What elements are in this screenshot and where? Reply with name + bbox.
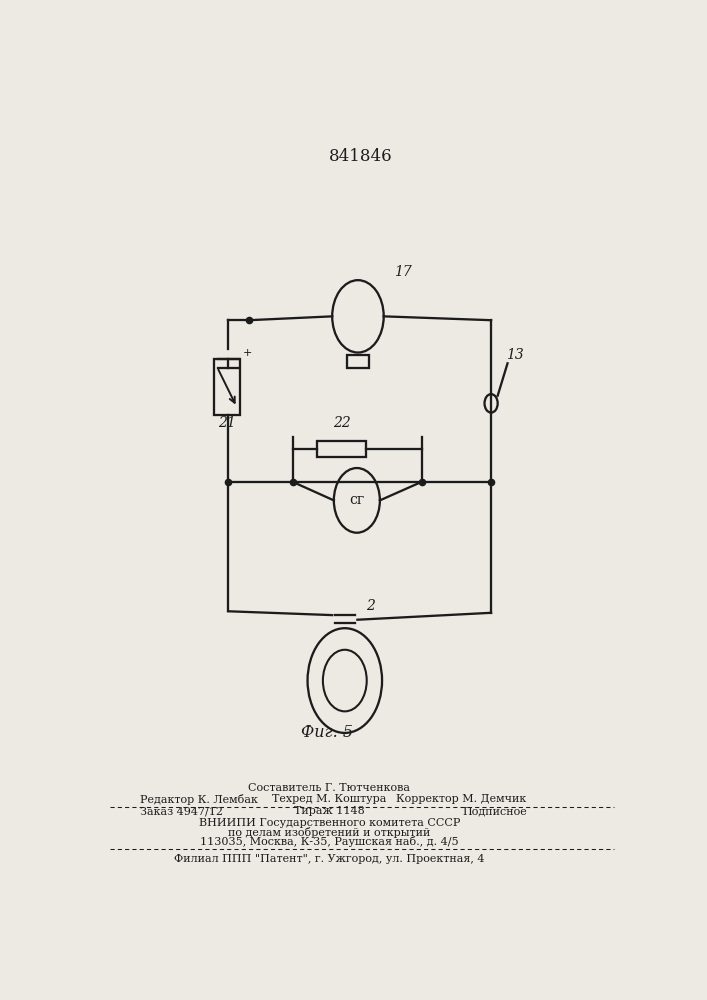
Text: Тираж 1148: Тираж 1148 [294, 806, 365, 816]
Text: Редактор К. Лембак: Редактор К. Лембак [141, 794, 258, 805]
Text: Филиал ППП "Патент", г. Ужгород, ул. Проектная, 4: Филиал ППП "Патент", г. Ужгород, ул. Про… [174, 854, 485, 864]
Bar [317, 441, 366, 457]
Bar [347, 355, 369, 368]
Text: Корректор М. Демчик: Корректор М. Демчик [397, 794, 527, 804]
Text: Составитель Г. Тютченкова: Составитель Г. Тютченкова [248, 783, 411, 793]
Text: 2: 2 [366, 599, 375, 613]
Text: по делам изобретений и открытий: по делам изобретений и открытий [228, 827, 431, 838]
Text: 22: 22 [332, 416, 351, 430]
Text: 17: 17 [394, 265, 411, 279]
Text: Техред М. Коштура: Техред М. Коштура [272, 794, 387, 804]
Text: +: + [243, 348, 252, 358]
Bar [214, 359, 240, 415]
Text: Подписное: Подписное [462, 806, 527, 816]
Text: 13: 13 [506, 348, 524, 362]
Text: 21: 21 [218, 416, 236, 430]
Text: 841846: 841846 [329, 148, 392, 165]
Text: ВНИИПИ Государственного комитета СССР: ВНИИПИ Государственного комитета СССР [199, 818, 460, 828]
Text: Заказ 4947/12: Заказ 4947/12 [141, 806, 223, 816]
Text: Фиг. 5: Фиг. 5 [300, 724, 353, 741]
Text: сг: сг [349, 493, 365, 507]
Text: 113035, Москва, К-35, Раушская наб., д. 4/5: 113035, Москва, К-35, Раушская наб., д. … [200, 836, 459, 847]
